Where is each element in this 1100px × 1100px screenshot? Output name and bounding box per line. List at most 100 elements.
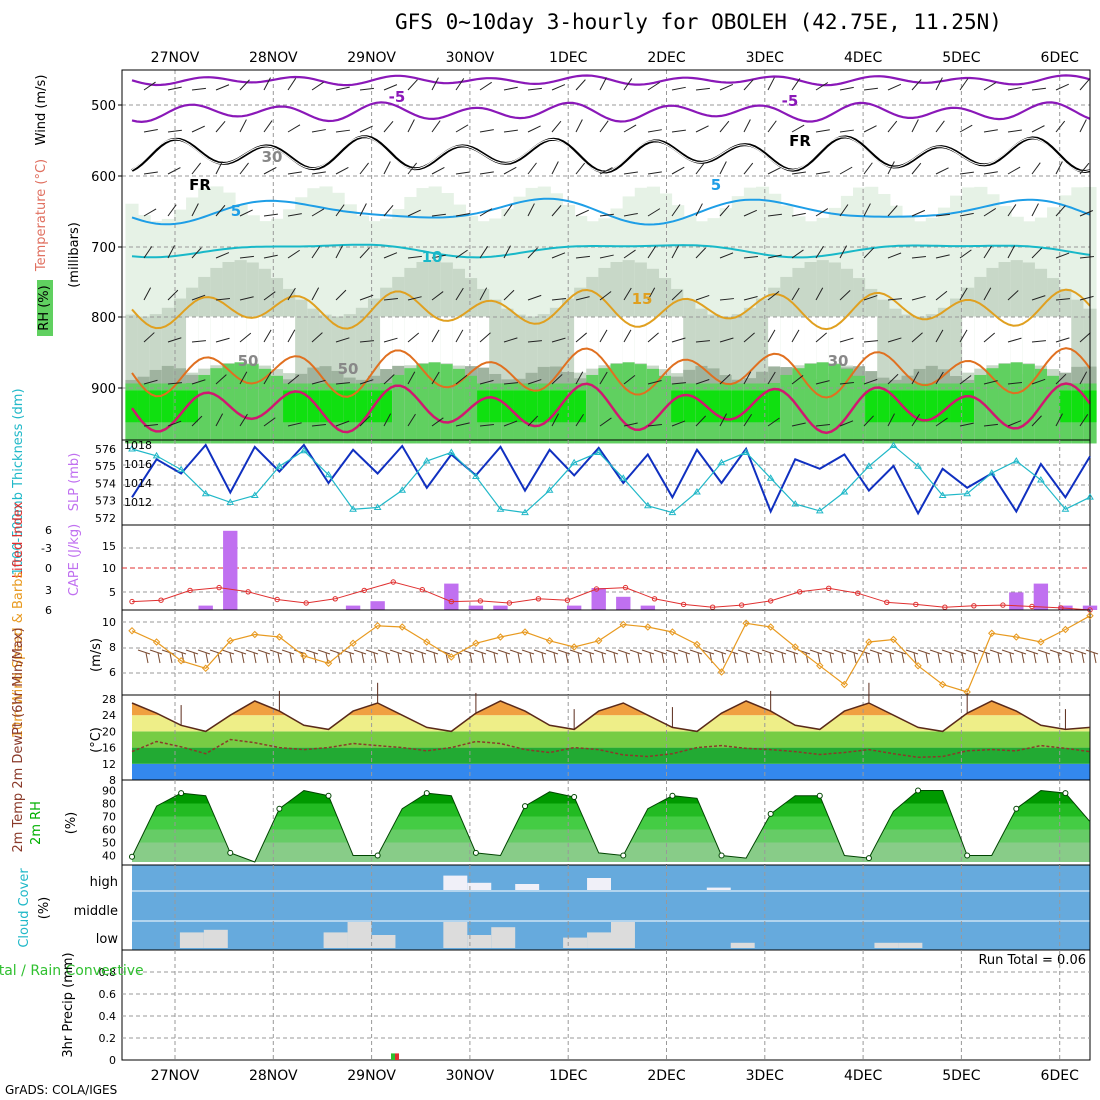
top-day-label-0: 27NOV <box>151 50 200 66</box>
wind-barb-flag-76 <box>1057 652 1061 664</box>
lifted-index-point-1 <box>158 597 164 603</box>
thickness-point-3 <box>201 489 210 497</box>
wind-arrow-6-4 <box>287 249 300 259</box>
wind-barb-76 <box>1049 649 1063 655</box>
wind-arrow-29-5 <box>839 290 851 301</box>
wind-arrow-1-1 <box>167 129 182 133</box>
wind-arrow-34-4 <box>959 249 972 259</box>
wind-barb-38 <box>593 649 607 655</box>
lifted-index-point-6 <box>303 600 309 606</box>
contour-minus5-upper <box>131 74 1091 87</box>
thickness-point-26 <box>766 474 775 481</box>
wind-arrow-30-5 <box>863 295 878 301</box>
wind-arrow-8-0 <box>335 86 350 91</box>
wind-arrow-37-2 <box>1031 162 1041 175</box>
rh-shade-309 <box>853 316 867 370</box>
wind-arrow-16-8 <box>527 415 539 427</box>
wind-barb-19 <box>365 649 379 655</box>
wind-barb-flag-31 <box>517 652 521 664</box>
rh-point-32 <box>915 787 922 794</box>
wind-arrow-30-3 <box>863 203 871 217</box>
wind-barb-flag-71 <box>997 652 1001 664</box>
wind-arrow-31-7 <box>887 373 899 385</box>
rh-shade-304 <box>840 316 855 366</box>
wind-arrow-9-1 <box>359 125 373 133</box>
lifted-index-point-11 <box>448 598 455 605</box>
rh-point-6 <box>276 805 283 812</box>
wind-arrow-14-1 <box>479 129 494 133</box>
wind-arrow-6-1 <box>287 124 301 133</box>
rh-shade-96 <box>343 390 357 423</box>
wind-arrow-30-8 <box>863 415 874 427</box>
wind-arrow-7-6 <box>311 332 323 343</box>
wind-arrow-25-0 <box>743 79 754 91</box>
wind-barb-35 <box>557 649 571 655</box>
wind-arrow-39-5 <box>1079 295 1094 301</box>
thickness-point-1 <box>152 451 161 459</box>
rh-shade-209 <box>610 363 624 444</box>
wind-arrow-1-6 <box>167 337 182 343</box>
lifted-index-point-8 <box>361 587 367 594</box>
slp-tick-3: 1018 <box>124 439 152 452</box>
wind-arrow-8-3 <box>335 204 345 217</box>
rh-point-28 <box>816 792 823 799</box>
wind-barb-22 <box>401 649 415 655</box>
wind-barb-5 <box>197 649 211 655</box>
wind-speed-point-29 <box>840 680 849 689</box>
wind-arrow-1-5 <box>167 289 179 301</box>
rh-shade-311 <box>853 375 867 444</box>
wind-arrow-19-5 <box>599 291 612 301</box>
rh-shade-147 <box>464 375 479 444</box>
contour-25 <box>130 382 1091 435</box>
pressure-tick-label-1: 600 <box>91 170 116 185</box>
wind-arrow-39-1 <box>1079 119 1087 133</box>
wind-arrow-39-8 <box>1079 414 1089 427</box>
thickness-tick-3: 575 <box>95 460 116 473</box>
wind-arrow-38-2 <box>1055 161 1063 175</box>
wind-arrow-29-8 <box>839 420 854 427</box>
wind-arrow-17-6 <box>551 337 566 343</box>
top-day-label-8: 5DEC <box>942 50 981 66</box>
temperature-unit-title: (°C) <box>89 727 104 753</box>
wind-speed-point-20 <box>619 620 627 629</box>
wind-barb-33 <box>533 649 547 655</box>
precip-tick-2: 0.4 <box>99 1010 117 1023</box>
rh-shade-48 <box>234 316 248 363</box>
wind-arrow-3-2 <box>215 161 223 175</box>
wind-speed-point-16 <box>521 628 529 636</box>
wind-arrow-1-4 <box>167 245 175 259</box>
wind-speed-point-32 <box>914 662 922 670</box>
thickness-point-29 <box>840 488 849 495</box>
wind-arrow-36-3 <box>1007 204 1017 217</box>
wind-arrow-29-1 <box>839 129 854 133</box>
temperature-tick-2: 16 <box>102 742 116 755</box>
wind-arrow-35-5 <box>983 287 992 301</box>
rh-tick-2: 60 <box>102 824 116 837</box>
wind-barb-flag-74 <box>1033 652 1037 664</box>
rh-shade-255 <box>719 390 733 423</box>
wind-arrow-33-1 <box>935 120 945 133</box>
top-day-label-6: 3DEC <box>746 50 785 66</box>
wind-arrow-5-2 <box>263 166 277 175</box>
wind-arrow-28-5 <box>815 287 824 301</box>
wind-barb-flag-53 <box>781 652 785 664</box>
wind-arrow-31-3 <box>887 205 898 217</box>
wind-arrow-19-7 <box>599 371 608 385</box>
wind-barb-flag-40 <box>625 652 629 664</box>
lifted-index-tick-0: 6 <box>45 524 52 537</box>
rh-shade-158 <box>489 390 503 423</box>
rh-point-4 <box>227 849 234 856</box>
rh-shade-55 <box>246 364 260 444</box>
rh-shade-137 <box>440 364 454 444</box>
wind-arrow-10-6 <box>383 337 398 343</box>
wind-panel-frame <box>121 609 1091 696</box>
lifted-index-point-9 <box>390 579 396 585</box>
wind-arrow-27-4 <box>791 249 804 259</box>
rh-shade-178 <box>537 390 551 423</box>
wind-arrow-21-7 <box>647 380 662 385</box>
wind-arrow-25-5 <box>743 296 758 301</box>
wind-arrow-11-0 <box>407 79 418 91</box>
contour-minus5 <box>131 101 1091 124</box>
rh-shade-396 <box>1059 316 1073 374</box>
cape-bar-18 <box>566 605 582 610</box>
